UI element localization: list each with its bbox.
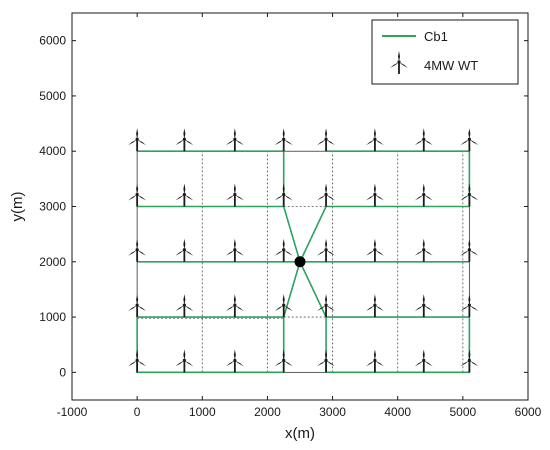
turbine-r1-c5 — [365, 294, 384, 318]
turbine-r2-c1 — [175, 238, 194, 262]
turbine-r0-c5 — [365, 349, 384, 373]
x-tick-label-1000: 1000 — [189, 405, 216, 419]
axes: -1000 0 1000 2000 3000 4000 5000 6000 0 1000 2000 3… — [39, 12, 542, 419]
legend: Cb1 4MW WT — [371, 19, 519, 85]
turbine-r2-c5 — [365, 238, 384, 262]
turbine-r3-c5 — [365, 183, 384, 207]
x-tick-label-5000: 5000 — [450, 405, 477, 419]
x-tick-label-0: 0 — [134, 405, 141, 419]
turbine-r1-c3 — [274, 294, 293, 318]
turbine-layer — [128, 128, 479, 373]
legend-box — [371, 19, 519, 85]
legend-label-cable: Cb1 — [424, 29, 448, 44]
turbine-r3-c1 — [175, 183, 194, 207]
legend-label-turbine: 4MW WT — [424, 58, 478, 73]
turbine-r0-c2 — [225, 349, 244, 373]
y-tick-label-6000: 6000 — [39, 34, 66, 48]
y-tick-label-0: 0 — [59, 365, 66, 379]
turbine-r3-c6 — [414, 183, 433, 207]
x-tick-label-2000: 2000 — [254, 405, 281, 419]
y-axis-title: y(m) — [9, 192, 26, 222]
turbine-r4-c0 — [128, 128, 147, 152]
turbine-r4-c7 — [460, 128, 479, 152]
turbine-r2-c2 — [225, 238, 244, 262]
turbine-r2-c4 — [317, 238, 336, 262]
x-tick-label--1000: -1000 — [57, 405, 88, 419]
turbine-r3-c7 — [460, 183, 479, 207]
turbine-r0-c6 — [414, 349, 433, 373]
turbine-r2-c6 — [414, 238, 433, 262]
turbine-r1-c7 — [460, 294, 479, 318]
turbine-r2-c0 — [128, 238, 147, 262]
turbine-r1-c4 — [317, 294, 336, 318]
turbine-r4-c1 — [175, 128, 194, 152]
turbine-r4-c4 — [317, 128, 336, 152]
y-tick-label-4000: 4000 — [39, 144, 66, 158]
x-axis-title: x(m) — [285, 425, 315, 442]
y-tick-label-5000: 5000 — [39, 89, 66, 103]
turbine-r4-c3 — [274, 128, 293, 152]
x-tick-label-6000: 6000 — [515, 405, 542, 419]
y-tick-label-1000: 1000 — [39, 310, 66, 324]
turbine-r3-c2 — [225, 183, 244, 207]
turbine-r3-c3 — [274, 183, 293, 207]
y-tick-label-3000: 3000 — [39, 200, 66, 214]
turbine-r1-c0 — [128, 294, 147, 318]
turbine-r4-c6 — [414, 128, 433, 152]
x-tick-label-3000: 3000 — [319, 405, 346, 419]
turbine-r0-c3 — [274, 349, 293, 373]
legend-turbine-glyph — [390, 51, 408, 74]
spacing-lines — [137, 151, 464, 373]
substation-marker — [294, 256, 306, 268]
turbine-r0-c4 — [317, 349, 336, 373]
cable-8 — [136, 317, 285, 374]
x-tick-label-4000: 4000 — [384, 405, 411, 419]
turbine-r1-c2 — [225, 294, 244, 318]
turbine-r3-c4 — [317, 183, 336, 207]
turbine-r2-c3 — [274, 238, 293, 262]
cable-9 — [325, 317, 471, 374]
turbine-r2-c7 — [460, 238, 479, 262]
turbine-r4-c5 — [365, 128, 384, 152]
turbine-r0-c1 — [175, 349, 194, 373]
turbine-r1-c1 — [175, 294, 194, 318]
turbine-r0-c0 — [128, 349, 147, 373]
turbine-r3-c0 — [128, 183, 147, 207]
y-tick-label-2000: 2000 — [39, 255, 66, 269]
turbine-r0-c7 — [460, 349, 479, 373]
turbine-r4-c2 — [225, 128, 244, 152]
legend-turbine-icon — [390, 51, 408, 74]
turbine-r1-c6 — [414, 294, 433, 318]
